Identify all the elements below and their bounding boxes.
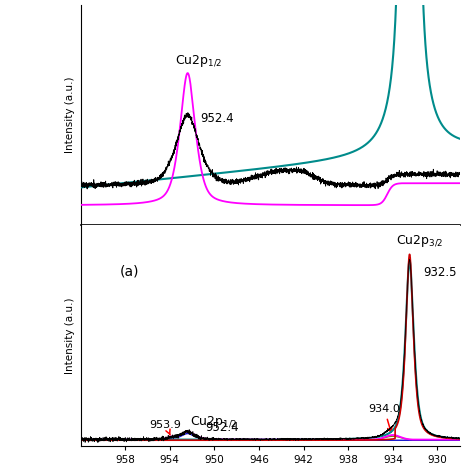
Y-axis label: Intensity (a.u.): Intensity (a.u.) xyxy=(65,77,75,153)
Text: 952.4: 952.4 xyxy=(200,111,234,125)
Y-axis label: Intensity (a.u.): Intensity (a.u.) xyxy=(65,297,75,374)
Text: 952.4: 952.4 xyxy=(206,421,239,434)
Text: Cu2p$_{3/2}$: Cu2p$_{3/2}$ xyxy=(396,234,444,249)
Text: Cu2p$_{1/2}$: Cu2p$_{1/2}$ xyxy=(190,415,237,430)
Text: 934.0: 934.0 xyxy=(368,404,400,432)
Text: (a): (a) xyxy=(119,265,139,279)
Text: Cu2p$_{1/2}$: Cu2p$_{1/2}$ xyxy=(175,54,223,69)
Text: 932.5: 932.5 xyxy=(423,266,456,279)
Text: 953.9: 953.9 xyxy=(150,419,182,435)
